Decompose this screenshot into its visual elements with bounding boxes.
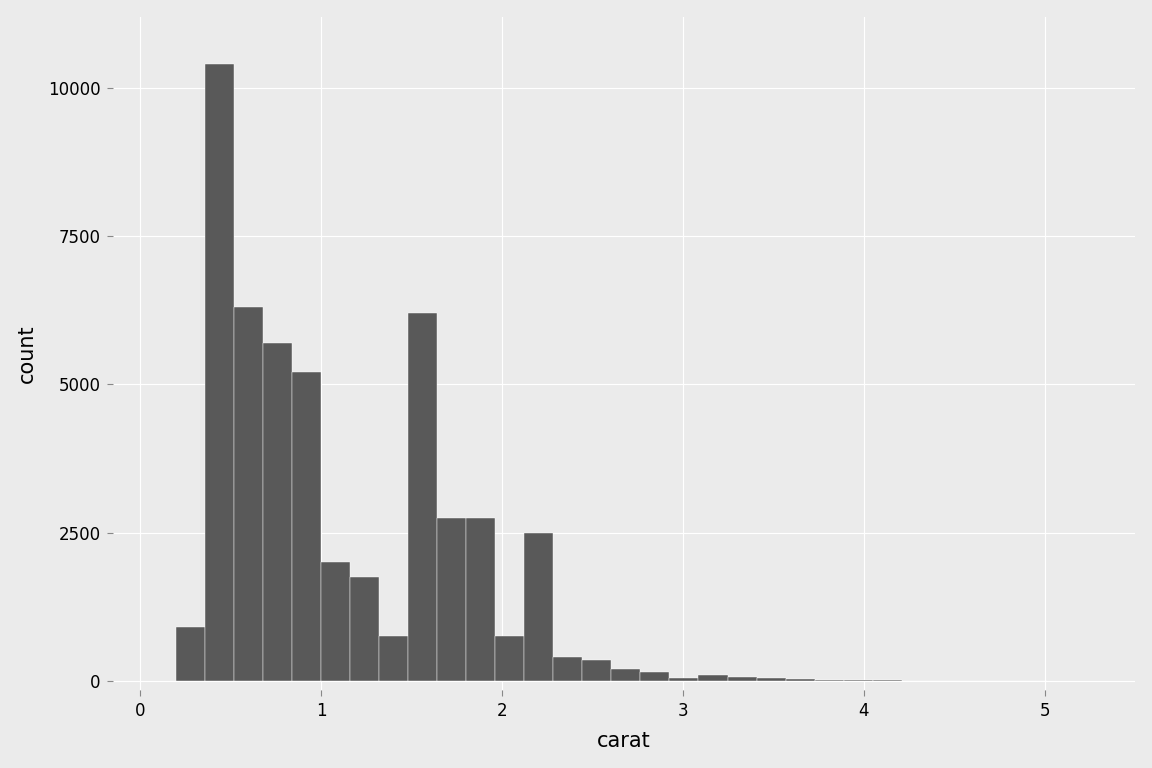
Bar (669, 678, 698, 680)
Bar (786, 679, 814, 680)
Bar (176, 627, 205, 680)
Bar (379, 637, 408, 680)
Bar (553, 657, 583, 680)
Bar (641, 672, 669, 680)
Bar (205, 64, 234, 680)
Bar (293, 372, 321, 680)
Bar (757, 678, 786, 680)
Bar (350, 577, 379, 680)
Bar (524, 532, 553, 680)
Bar (698, 675, 728, 680)
Bar (438, 518, 467, 680)
Bar (321, 562, 350, 680)
Bar (495, 637, 524, 680)
Bar (583, 660, 612, 680)
Bar (234, 307, 264, 680)
Bar (612, 669, 641, 680)
Bar (264, 343, 293, 680)
Bar (467, 518, 495, 680)
Y-axis label: count: count (16, 324, 37, 382)
X-axis label: carat: carat (597, 731, 651, 751)
Bar (408, 313, 438, 680)
Bar (728, 677, 757, 680)
